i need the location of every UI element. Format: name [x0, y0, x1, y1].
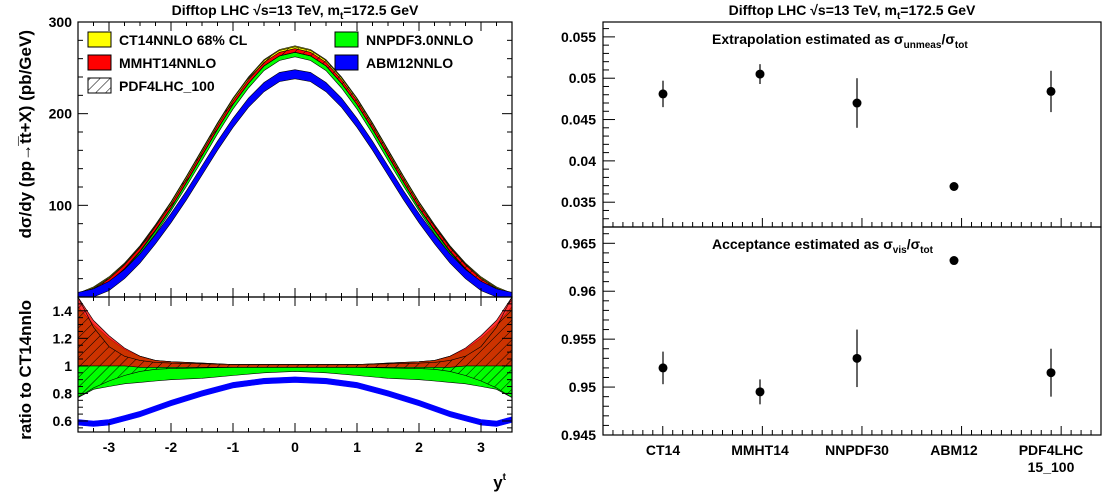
- title-part: =172.5 GeV: [343, 2, 419, 18]
- right-title: Difftop LHC √s=13 TeV, mt=172.5 GeV: [729, 2, 976, 22]
- legend-label: NNPDF3.0NNLO: [366, 32, 473, 48]
- category-label: PDF4LHC: [1019, 442, 1084, 458]
- x-tick-label: -3: [103, 439, 116, 455]
- legend-swatch: [87, 54, 112, 71]
- y-axis-label-ratio: ratio to CT14nnlo: [16, 300, 35, 440]
- legend-label: CT14NNLO 68% CL: [119, 32, 248, 48]
- acceptance-point: [949, 256, 959, 266]
- y-tick-label: 0.955: [561, 331, 596, 347]
- y-tick-label: 0.8: [53, 385, 73, 401]
- title-part: Difftop LHC: [729, 2, 811, 18]
- annot-part: /σ: [907, 236, 921, 252]
- extrapolation-point: [755, 69, 765, 79]
- x-label-part: y: [493, 473, 503, 492]
- y-tick-label: 0.6: [53, 413, 73, 429]
- x-label-sup: t: [503, 472, 507, 483]
- x-tick-label: 1: [353, 439, 361, 455]
- acceptance-annotation: Acceptance estimated as σvis/σtot: [712, 236, 934, 256]
- y-tick-label: 0.965: [561, 235, 596, 251]
- y-tick-label: 1.4: [53, 303, 73, 319]
- series-band-4: [77, 69, 513, 298]
- legend-swatch: [87, 31, 112, 48]
- ratio-band-1: [77, 305, 513, 399]
- title-part: Difftop LHC: [172, 2, 254, 18]
- y-tick-label: 0.05: [569, 70, 596, 86]
- annot-part: Extrapolation estimated as σ: [712, 31, 904, 47]
- y-tick-label: 0.045: [561, 112, 596, 128]
- y-tick-label: 1.2: [53, 330, 73, 346]
- y-tick-label: 0.945: [561, 427, 596, 443]
- legend-swatch: [334, 31, 359, 48]
- legend-label: PDF4LHC_100: [119, 78, 215, 94]
- extrapolation-point: [949, 181, 959, 191]
- category-label: ABM12: [930, 442, 978, 458]
- category-label: NNPDF30: [825, 442, 889, 458]
- annot-sub: vis: [893, 245, 907, 256]
- x-tick-label: 0: [291, 439, 299, 455]
- x-tick-label: 3: [477, 439, 485, 455]
- annot-sub: unmeas: [904, 40, 942, 51]
- x-axis-label: yt: [493, 472, 506, 492]
- category-label: 15_100: [1028, 459, 1075, 475]
- extrapolation-frame: [602, 21, 1102, 228]
- annot-sub: tot: [955, 40, 968, 51]
- annot-part: /σ: [941, 31, 955, 47]
- y-tick-label: 0.96: [569, 283, 596, 299]
- left-title: Difftop LHC √s=13 TeV, mt=172.5 GeV: [172, 2, 419, 22]
- annot-sub: tot: [920, 245, 933, 256]
- annot-part: Acceptance estimated as σ: [712, 236, 893, 252]
- extrapolation-point: [658, 89, 668, 99]
- ratio-band-4: [77, 376, 513, 427]
- acceptance-point: [1046, 368, 1056, 378]
- legend-label: ABM12NNLO: [366, 55, 453, 71]
- x-tick-label: -1: [227, 439, 240, 455]
- acceptance-point: [658, 363, 668, 373]
- extrapolation-point: [852, 98, 862, 108]
- acceptance-frame: [602, 226, 1102, 436]
- y-tick-label: 1: [64, 358, 72, 374]
- legend-swatch: [87, 77, 112, 94]
- acceptance-point: [755, 387, 765, 397]
- y-tick-label: 0.04: [569, 153, 596, 169]
- title-part: =172.5 GeV: [900, 2, 976, 18]
- y-axis-label-top: dσ/dy (pp→t̅t+X) (pb/GeV): [16, 30, 35, 239]
- y-tick-label: 0.035: [561, 194, 596, 210]
- y-tick-label: 0.055: [561, 29, 596, 45]
- category-label: MMHT14: [731, 442, 789, 458]
- x-tick-label: 2: [415, 439, 423, 455]
- x-tick-label: -2: [165, 439, 178, 455]
- title-sub: t: [897, 11, 901, 22]
- ratio-band-2: [77, 296, 513, 368]
- title-part: √s=13 TeV, m: [253, 2, 340, 18]
- extrapolation-annotation: Extrapolation estimated as σunmeas/σtot: [712, 31, 968, 51]
- legend-label: MMHT14NNLO: [119, 55, 216, 71]
- y-tick-label: 200: [49, 106, 73, 122]
- title-sub: t: [340, 11, 344, 22]
- y-tick-label: 300: [49, 14, 73, 30]
- title-part: √s=13 TeV, m: [810, 2, 897, 18]
- y-tick-label: 0.95: [569, 379, 596, 395]
- acceptance-point: [852, 353, 862, 363]
- extrapolation-point: [1046, 86, 1056, 96]
- y-tick-label: 100: [49, 197, 73, 213]
- legend-swatch: [334, 54, 359, 71]
- category-label: CT14: [646, 442, 680, 458]
